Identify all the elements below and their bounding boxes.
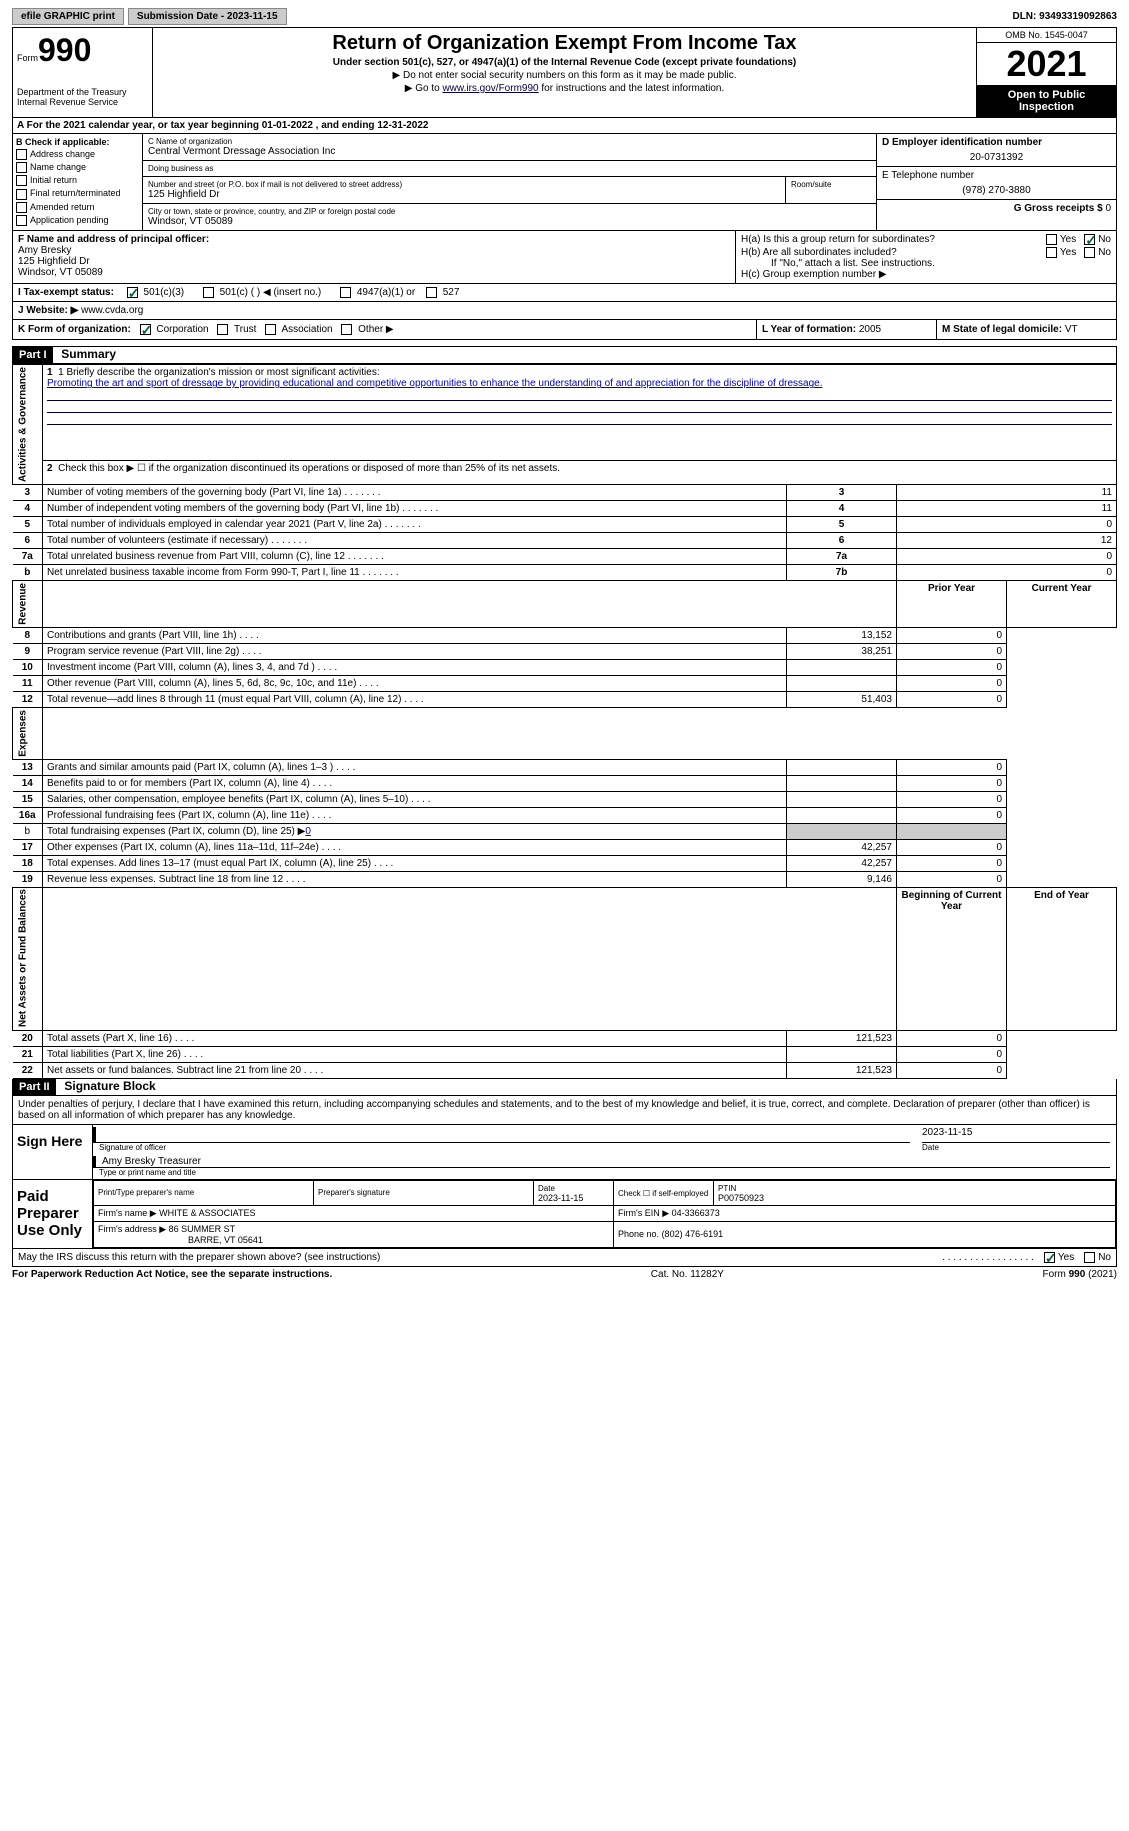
ha-label: H(a) Is this a group return for subordin…: [741, 234, 1046, 245]
corp-checkbox[interactable]: [140, 324, 151, 335]
website-row: J Website: ▶ www.cvda.org: [12, 302, 1117, 320]
tax-exempt-row: I Tax-exempt status: 501(c)(3) 501(c) ( …: [12, 284, 1117, 302]
sidebar-rev: Revenue: [13, 581, 43, 628]
tax-year: 2021: [977, 43, 1116, 85]
city-label: City or town, state or province, country…: [148, 207, 871, 216]
boxb-checkbox[interactable]: [16, 189, 27, 200]
omb-number: OMB No. 1545-0047: [977, 28, 1116, 43]
gross-label: G Gross receipts $: [1014, 203, 1103, 214]
phone-value: (978) 270-3880: [882, 185, 1111, 196]
period-row: A For the 2021 calendar year, or tax yea…: [12, 118, 1117, 134]
mission-text: Promoting the art and sport of dressage …: [47, 378, 1112, 389]
discuss-no-checkbox[interactable]: [1084, 1252, 1095, 1263]
sign-name: Amy Bresky Treasurer: [93, 1156, 1110, 1168]
name-label: C Name of organization: [148, 137, 871, 146]
ein-value: 20-0731392: [882, 152, 1111, 163]
officer-addr1: 125 Highfield Dr: [18, 256, 730, 267]
discuss-row: May the IRS discuss this return with the…: [12, 1249, 1117, 1267]
summary-table: Activities & Governance 1 1 Briefly desc…: [12, 364, 1117, 1078]
officer-name: Amy Bresky: [18, 245, 730, 256]
section-bcdefg: B Check if applicable: Address changeNam…: [12, 134, 1117, 231]
efile-button[interactable]: efile GRAPHIC print: [12, 8, 124, 25]
irs-link[interactable]: www.irs.gov/Form990: [442, 83, 538, 94]
boxb-checkbox[interactable]: [16, 175, 27, 186]
hb-no-checkbox[interactable]: [1084, 247, 1095, 258]
boxb-checkbox[interactable]: [16, 202, 27, 213]
501c-checkbox[interactable]: [203, 287, 214, 298]
dept-text: Department of the Treasury Internal Reve…: [17, 87, 148, 107]
sign-here-block: Sign Here Signature of officer 2023-11-1…: [12, 1125, 1117, 1180]
room-label: Room/suite: [791, 180, 871, 189]
form-header: Form990 Department of the Treasury Inter…: [12, 27, 1117, 118]
sign-date: 2023-11-15: [922, 1127, 1110, 1143]
formation-year: 2005: [859, 324, 881, 335]
boxb-checkbox[interactable]: [16, 149, 27, 160]
officer-label: F Name and address of principal officer:: [18, 234, 209, 245]
box-b-label: B Check if applicable:: [16, 137, 139, 147]
form-number: 990: [38, 32, 91, 68]
form-subtitle: Under section 501(c), 527, or 4947(a)(1)…: [157, 57, 972, 68]
phone-label: E Telephone number: [882, 170, 1111, 181]
discuss-yes-checkbox[interactable]: [1044, 1252, 1055, 1263]
form-word: Form: [17, 53, 38, 63]
klm-row: K Form of organization: Corporation Trus…: [12, 320, 1117, 340]
note1: ▶ Do not enter social security numbers o…: [157, 70, 972, 81]
boxb-checkbox[interactable]: [16, 162, 27, 173]
line2-text: Check this box ▶ ☐ if the organization d…: [58, 463, 560, 474]
part1-header: Part I Summary: [12, 346, 1117, 364]
note2: ▶ Go to www.irs.gov/Form990 for instruct…: [157, 83, 972, 94]
sidebar-net: Net Assets or Fund Balances: [13, 887, 43, 1030]
boxb-checkbox[interactable]: [16, 215, 27, 226]
footer: For Paperwork Reduction Act Notice, see …: [12, 1267, 1117, 1282]
trust-checkbox[interactable]: [217, 324, 228, 335]
hb-label: H(b) Are all subordinates included?: [741, 247, 1046, 258]
dba-label: Doing business as: [148, 164, 871, 173]
addr-label: Number and street (or P.O. box if mail i…: [148, 180, 780, 189]
assoc-checkbox[interactable]: [265, 324, 276, 335]
hc-label: H(c) Group exemption number ▶: [741, 269, 1111, 280]
part2-header: Part II Signature Block: [12, 1079, 1117, 1096]
form-title: Return of Organization Exempt From Incom…: [157, 32, 972, 55]
sidebar-exp: Expenses: [13, 708, 43, 760]
ein-label: D Employer identification number: [882, 137, 1111, 148]
addr-value: 125 Highfield Dr: [148, 189, 780, 200]
ha-yes-checkbox[interactable]: [1046, 234, 1057, 245]
section-fh: F Name and address of principal officer:…: [12, 231, 1117, 284]
website-value: www.cvda.org: [78, 305, 143, 316]
hb-note: If "No," attach a list. See instructions…: [741, 258, 1111, 269]
submission-button[interactable]: Submission Date - 2023-11-15: [128, 8, 287, 25]
preparer-block: Paid Preparer Use Only Print/Type prepar…: [12, 1180, 1117, 1249]
city-value: Windsor, VT 05089: [148, 216, 871, 227]
527-checkbox[interactable]: [426, 287, 437, 298]
other-checkbox[interactable]: [341, 324, 352, 335]
preparer-label: Paid Preparer Use Only: [13, 1180, 93, 1248]
hb-yes-checkbox[interactable]: [1046, 247, 1057, 258]
sign-here-label: Sign Here: [13, 1125, 93, 1179]
open-inspection: Open to Public Inspection: [977, 85, 1116, 117]
ha-no-checkbox[interactable]: [1084, 234, 1095, 245]
officer-addr2: Windsor, VT 05089: [18, 267, 730, 278]
org-name: Central Vermont Dressage Association Inc: [148, 146, 871, 157]
4947-checkbox[interactable]: [340, 287, 351, 298]
gross-value: 0: [1105, 203, 1111, 214]
domicile-state: VT: [1065, 324, 1078, 335]
501c3-checkbox[interactable]: [127, 287, 138, 298]
dln-text: DLN: 93493319092863: [1012, 11, 1117, 22]
sidebar-ag: Activities & Governance: [13, 365, 43, 485]
topbar: efile GRAPHIC print Submission Date - 20…: [12, 8, 1117, 25]
penalty-text: Under penalties of perjury, I declare th…: [12, 1096, 1117, 1125]
